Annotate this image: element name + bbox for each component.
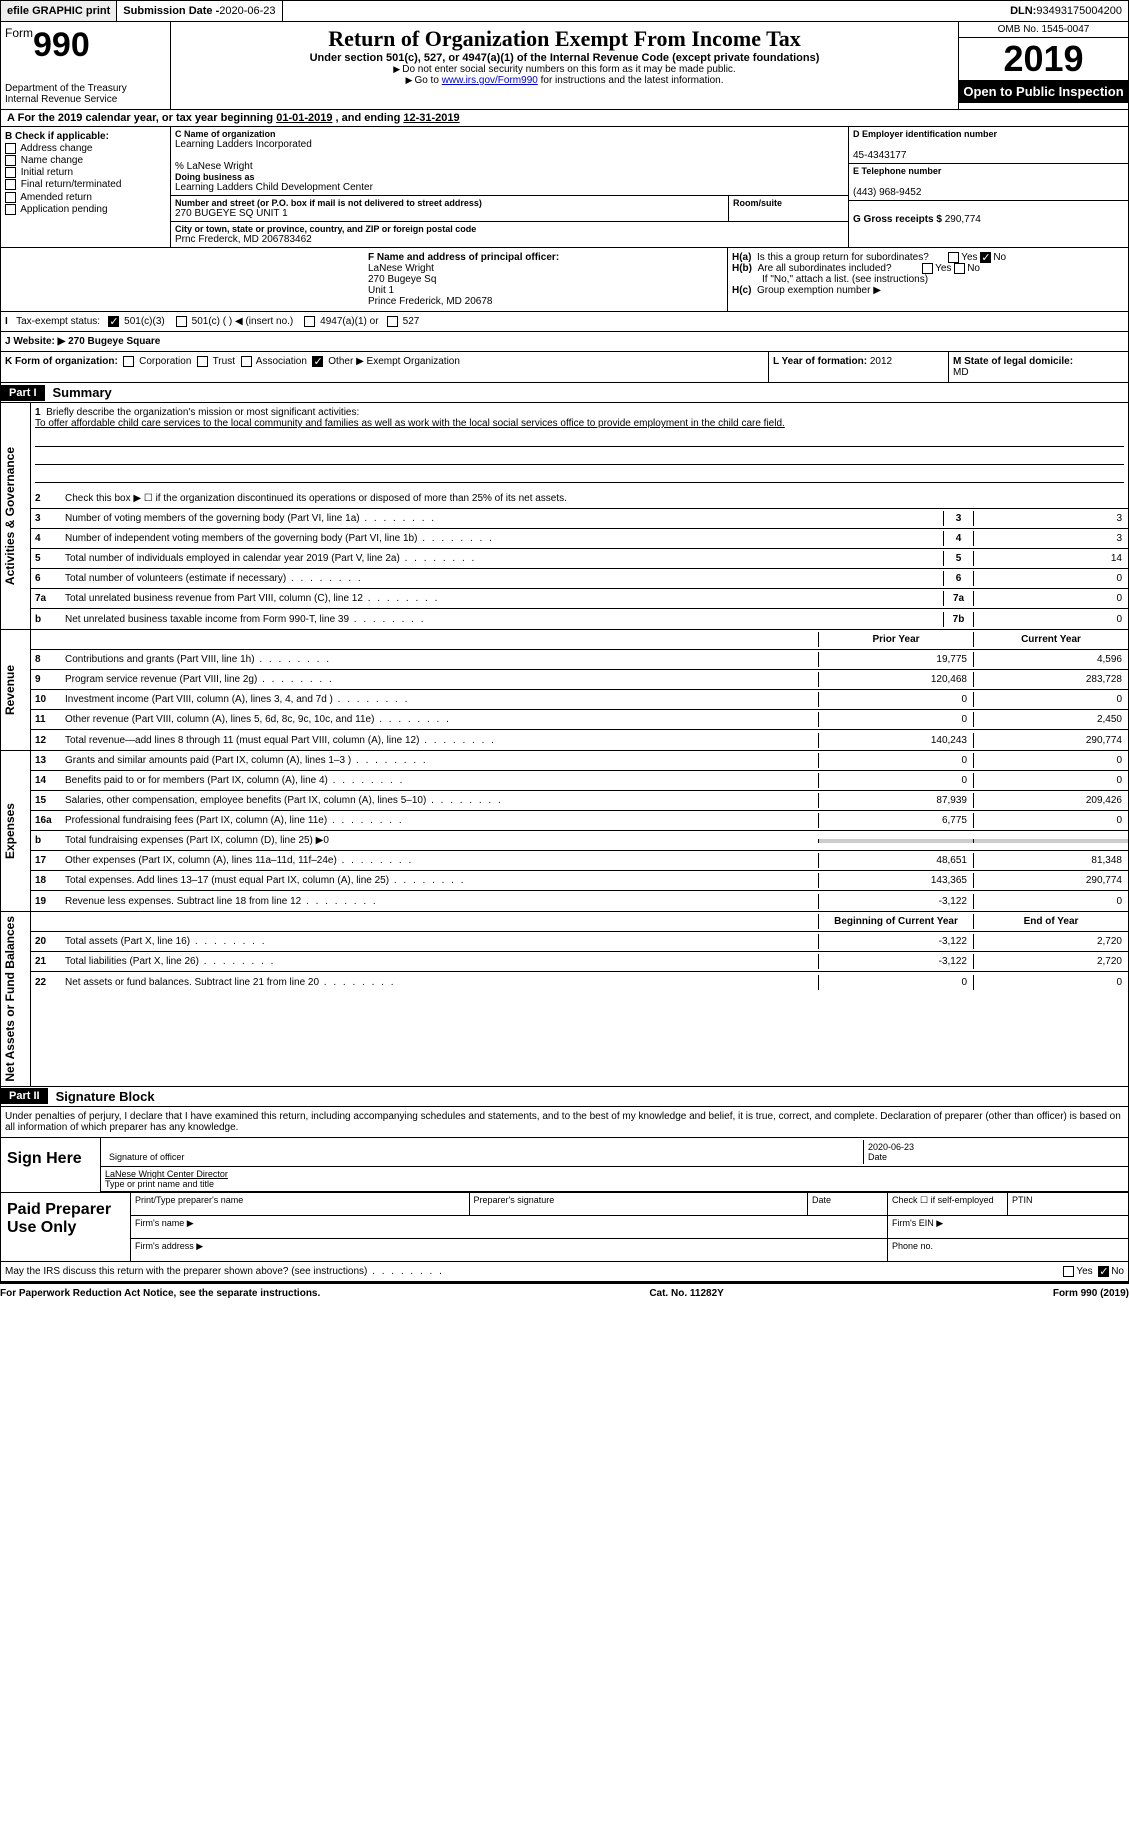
section-c-name: C Name of organization Learning Ladders … — [171, 127, 848, 196]
form-header: Form990 Department of the Treasury Inter… — [0, 22, 1129, 110]
section-c-city: City or town, state or province, country… — [171, 222, 848, 247]
revenue-section: Revenue Prior YearCurrent Year 8Contribu… — [0, 630, 1129, 751]
section-a: A For the 2019 calendar year, or tax yea… — [0, 110, 1129, 127]
form-number: 990 — [33, 26, 90, 64]
perjury-statement: Under penalties of perjury, I declare th… — [0, 1107, 1129, 1138]
subtitle: Under section 501(c), 527, or 4947(a)(1)… — [175, 52, 954, 64]
section-f: F Name and address of principal officer:… — [364, 248, 728, 311]
section-c-street: Number and street (or P.O. box if mail i… — [171, 196, 728, 222]
section-d: D Employer identification number 45-4343… — [849, 127, 1128, 164]
form-prefix: Form — [5, 26, 33, 40]
section-k: K Form of organization: Corporation Trus… — [0, 352, 1129, 383]
activities-governance: Activities & Governance 1 Briefly descri… — [0, 403, 1129, 630]
section-e: E Telephone number (443) 968-9452 — [849, 164, 1128, 201]
paid-preparer: Paid Preparer Use Only Print/Type prepar… — [0, 1193, 1129, 1262]
footer: For Paperwork Reduction Act Notice, see … — [0, 1282, 1129, 1303]
submission-date: Submission Date - 2020-06-23 — [117, 1, 282, 21]
sign-here: Sign Here Signature of officer 2020-06-2… — [0, 1138, 1129, 1193]
section-i: I Tax-exempt status: 501(c)(3) 501(c) ( … — [0, 312, 1129, 332]
irs-link[interactable]: www.irs.gov/Form990 — [442, 75, 538, 86]
section-b: B Check if applicable: Address change Na… — [1, 127, 171, 247]
netassets-section: Net Assets or Fund Balances Beginning of… — [0, 912, 1129, 1087]
section-f-h: F Name and address of principal officer:… — [0, 248, 1129, 312]
main-title: Return of Organization Exempt From Incom… — [175, 26, 954, 52]
instruct-1: Do not enter social security numbers on … — [402, 64, 735, 75]
part-2-header: Part II Signature Block — [0, 1087, 1129, 1107]
section-g: G Gross receipts $ 290,774 — [849, 201, 1128, 227]
part-1-header: Part I Summary — [0, 383, 1129, 403]
dln: DLN: 93493175004200 — [1004, 1, 1128, 21]
irs-discuss: May the IRS discuss this return with the… — [0, 1262, 1129, 1282]
top-bar: efile GRAPHIC print Submission Date - 20… — [0, 0, 1129, 22]
tax-year: 2019 — [959, 38, 1128, 80]
expenses-section: Expenses 13Grants and similar amounts pa… — [0, 751, 1129, 912]
entity-grid: B Check if applicable: Address change Na… — [0, 127, 1129, 248]
section-j: J Website: ▶ 270 Bugeye Square — [0, 332, 1129, 352]
mission-text: To offer affordable child care services … — [35, 418, 785, 429]
omb-number: OMB No. 1545-0047 — [959, 22, 1128, 38]
open-public: Open to Public Inspection — [959, 80, 1128, 103]
efile-button[interactable]: efile GRAPHIC print — [1, 1, 117, 21]
room-suite: Room/suite — [728, 196, 848, 222]
dept-treasury: Department of the Treasury Internal Reve… — [5, 83, 166, 105]
section-h: H(a) Is this a group return for subordin… — [728, 248, 1128, 311]
